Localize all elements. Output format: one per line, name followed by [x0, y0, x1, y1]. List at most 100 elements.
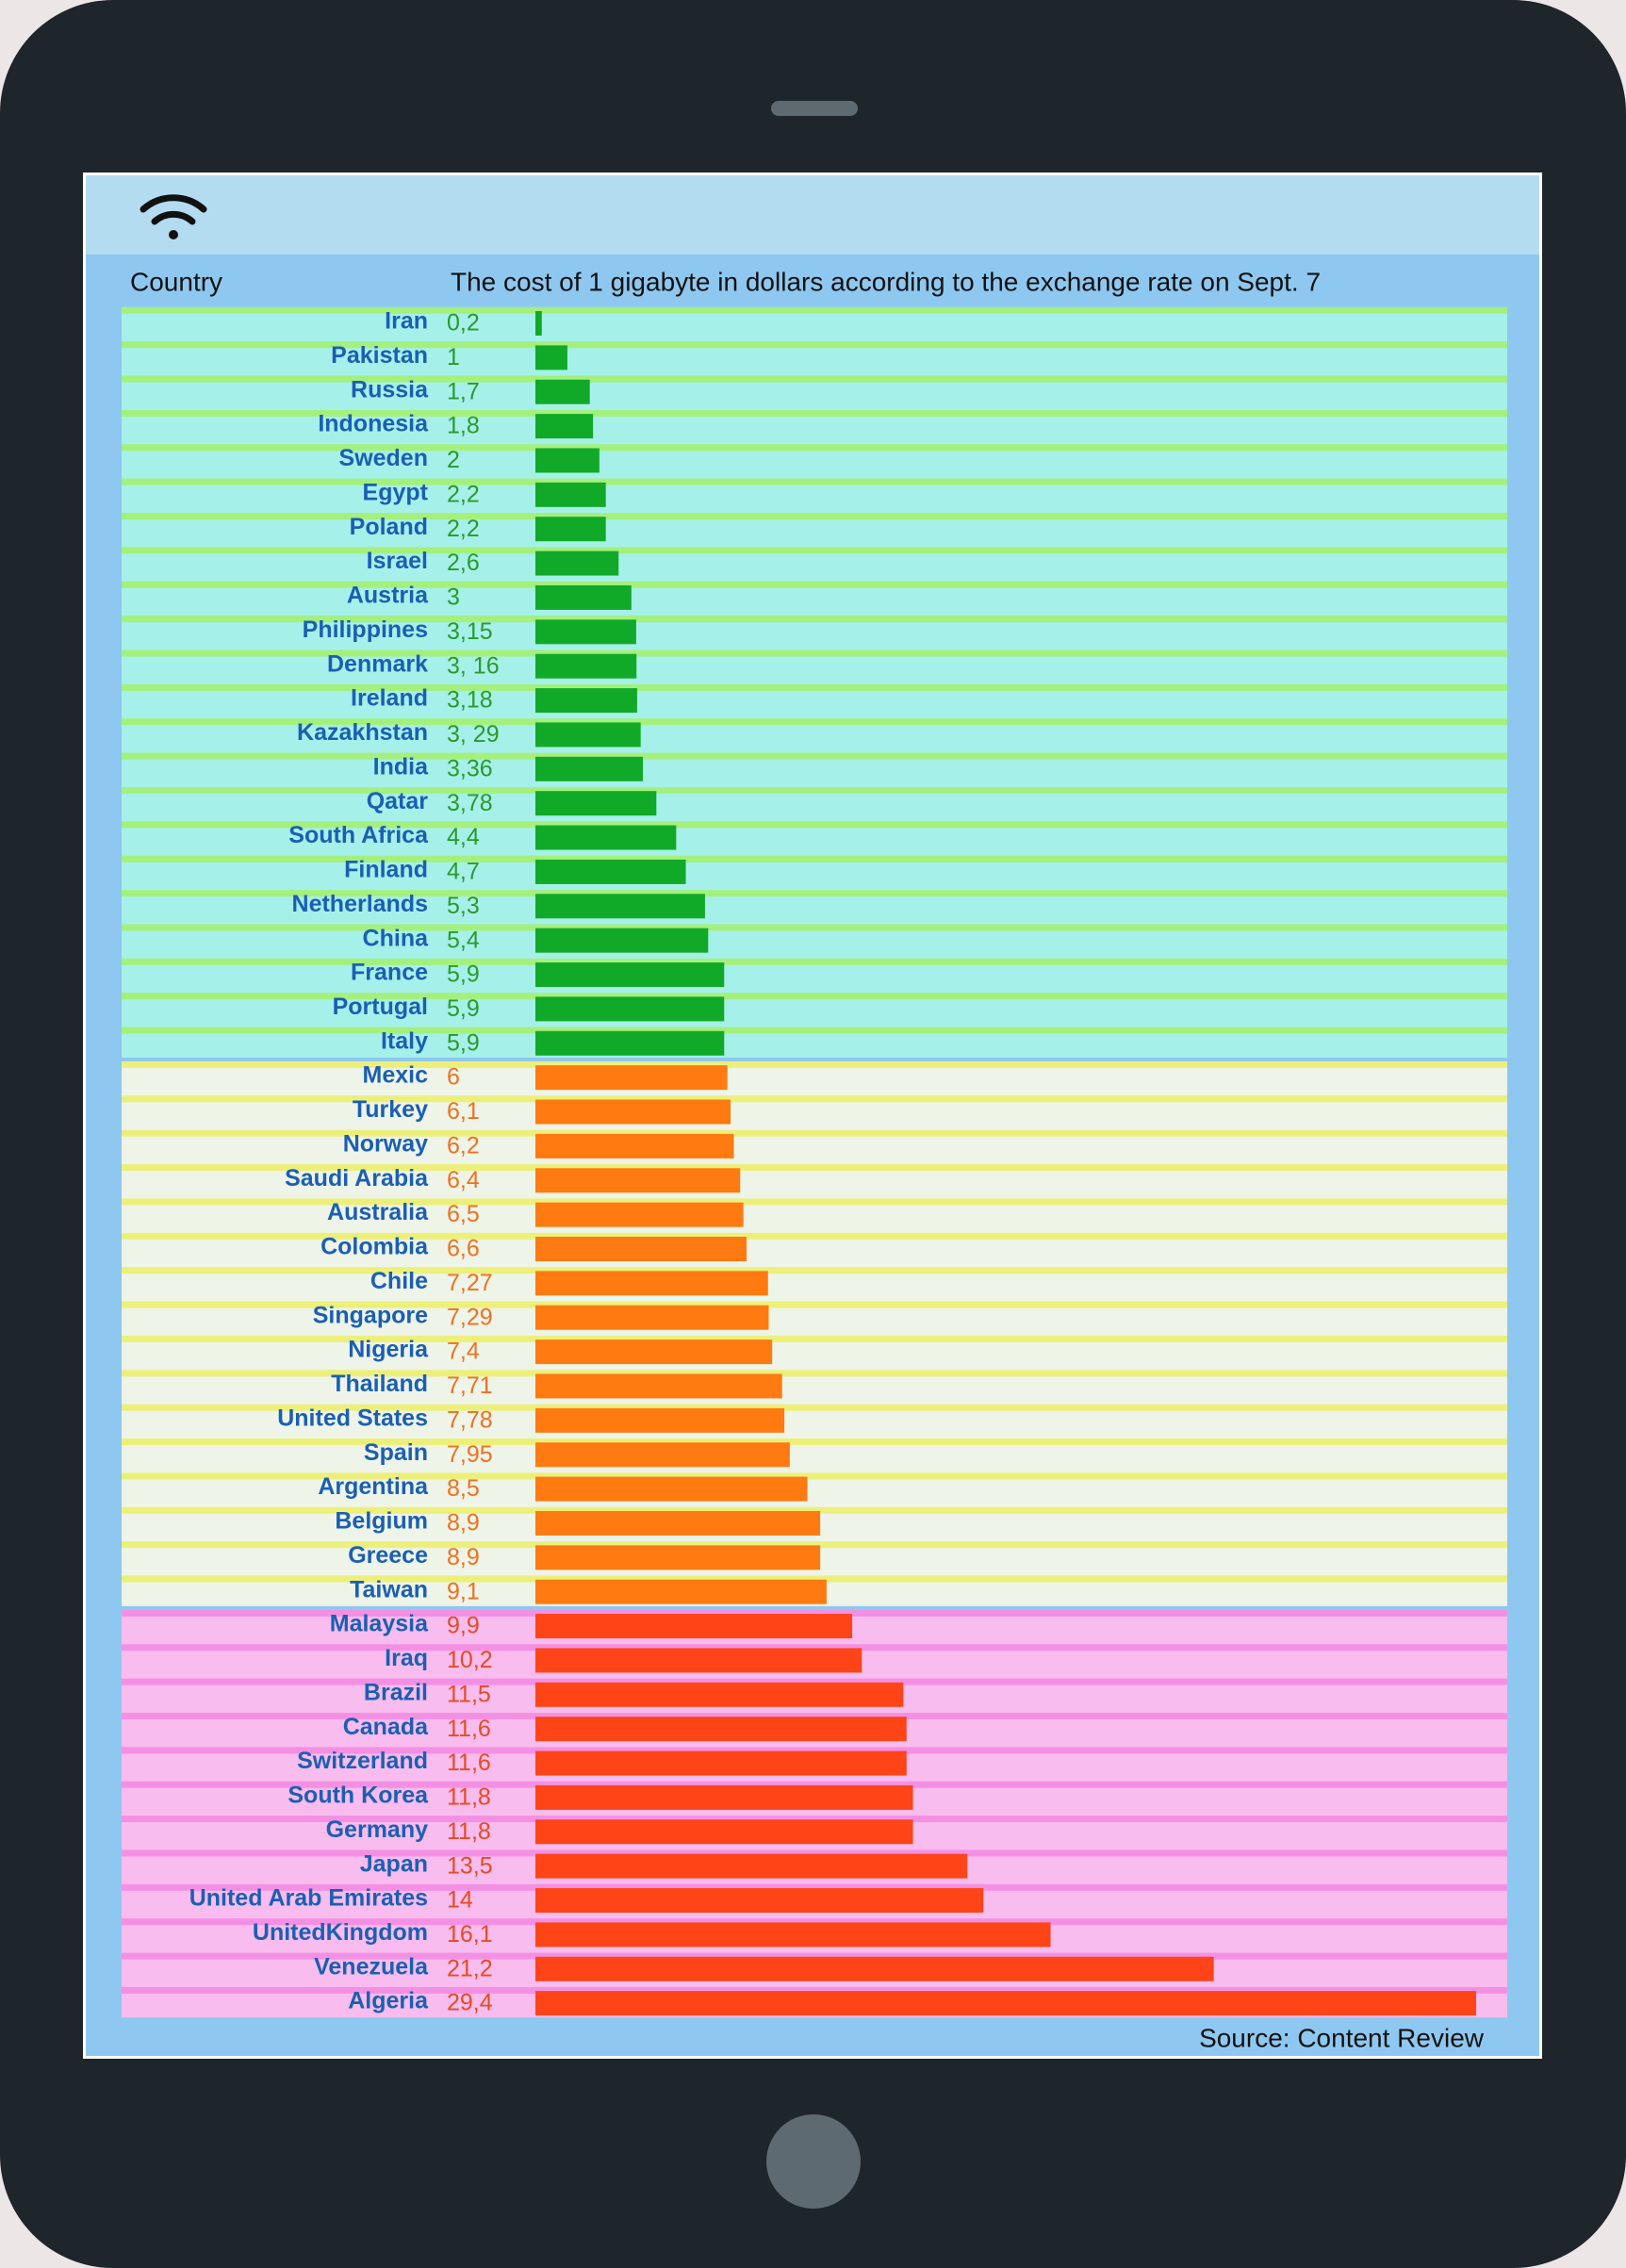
bar [535, 1717, 907, 1742]
row-stripe [122, 1198, 1507, 1206]
category-label: United Arab Emirates [189, 1885, 428, 1912]
bar [535, 894, 705, 919]
category-label: China [363, 925, 430, 951]
row-stripe [122, 616, 1507, 623]
bar [535, 1442, 790, 1468]
category-label: South Korea [287, 1783, 429, 1809]
row-stripe [122, 1335, 1507, 1342]
bar [535, 653, 637, 679]
value-label: 3,36 [447, 755, 493, 781]
value-label: 9,9 [447, 1613, 480, 1639]
row-stripe [122, 683, 1507, 691]
bar [535, 551, 619, 576]
bar [535, 825, 677, 850]
category-label: Israel [367, 548, 428, 574]
bar [535, 1545, 821, 1570]
value-label: 6,1 [447, 1098, 480, 1125]
value-label: 3, 16 [447, 652, 500, 679]
value-label: 16,1 [447, 1921, 493, 1948]
row-stripe [122, 1747, 1507, 1754]
bar [535, 756, 644, 781]
category-label: Indonesia [318, 411, 429, 437]
value-label: 29,4 [447, 1990, 493, 2016]
row-stripe [122, 924, 1507, 931]
bar [535, 1853, 968, 1879]
value-label: 7,4 [447, 1339, 480, 1365]
row-stripe [122, 409, 1507, 417]
row-stripe [122, 958, 1507, 965]
bar [535, 1614, 853, 1639]
category-label: Algeria [348, 1988, 429, 2014]
row-stripe [122, 1678, 1507, 1685]
value-label: 2,2 [447, 481, 480, 507]
category-label: Turkey [353, 1096, 428, 1123]
bar [535, 1956, 1214, 1981]
category-label: Egypt [363, 479, 429, 505]
value-label: 0,2 [447, 310, 480, 337]
row-stripe [122, 1506, 1507, 1514]
category-label: Norway [343, 1130, 428, 1157]
bar [535, 1373, 782, 1399]
row-stripe [122, 890, 1507, 897]
value-label: 11,8 [447, 1818, 491, 1845]
value-label: 21,2 [447, 1955, 493, 1981]
bar [535, 1099, 731, 1125]
row-stripe [122, 821, 1507, 829]
bar [535, 722, 641, 748]
bar [535, 414, 594, 439]
bar [535, 1030, 725, 1056]
row-stripe [122, 1267, 1507, 1274]
group-band [122, 1609, 1507, 2018]
row-stripe [122, 1438, 1507, 1446]
value-label: 8,5 [447, 1475, 480, 1502]
category-label: Australia [327, 1199, 429, 1225]
value-label: 10,2 [447, 1647, 493, 1673]
chart-title: The cost of 1 gigabyte in dollars accord… [451, 267, 1321, 296]
category-label: Colombia [320, 1234, 429, 1260]
home-button[interactable] [766, 2114, 861, 2209]
row-stripe [122, 444, 1507, 452]
category-label: Argentina [318, 1473, 429, 1500]
category-label: Switzerland [297, 1748, 428, 1774]
category-label: UnitedKingdom [253, 1919, 428, 1946]
bar [535, 791, 657, 816]
bar [535, 619, 636, 645]
row-stripe [122, 1027, 1507, 1034]
row-stripe [122, 1883, 1507, 1891]
row-stripe [122, 306, 1507, 314]
value-label: 6,5 [447, 1201, 480, 1227]
row-stripe [122, 375, 1507, 383]
row-stripe [122, 1781, 1507, 1788]
category-label: Thailand [331, 1371, 428, 1397]
value-label: 9,1 [447, 1578, 480, 1604]
category-label: Venezuela [314, 1953, 429, 1980]
category-label: Singapore [313, 1302, 428, 1328]
row-stripe [122, 1816, 1507, 1823]
value-label: 7,95 [447, 1441, 493, 1468]
bar [535, 1682, 904, 1707]
category-label: Netherlands [292, 891, 428, 917]
row-stripe [122, 993, 1507, 1000]
value-label: 6,4 [447, 1167, 480, 1193]
row-stripe [122, 1301, 1507, 1308]
bar [535, 1922, 1051, 1948]
bar [535, 688, 637, 714]
row-stripe [122, 1986, 1507, 1994]
category-label: Saudi Arabia [285, 1165, 429, 1192]
value-label: 3,15 [447, 618, 493, 645]
wifi-icon [140, 194, 207, 239]
bar [535, 448, 599, 473]
category-label: Pakistan [331, 342, 428, 369]
category-label: Malaysia [330, 1611, 429, 1637]
row-stripe [122, 752, 1507, 760]
row-stripe [122, 547, 1507, 554]
value-label: 11,8 [447, 1784, 491, 1811]
row-stripe [122, 1164, 1507, 1172]
bar [535, 1819, 913, 1845]
source: Source: Content Review [1199, 2023, 1485, 2052]
speaker [771, 101, 858, 116]
bar [535, 345, 567, 370]
bar [535, 482, 606, 507]
category-label: Germany [326, 1816, 428, 1843]
value-label: 6,2 [447, 1132, 480, 1159]
